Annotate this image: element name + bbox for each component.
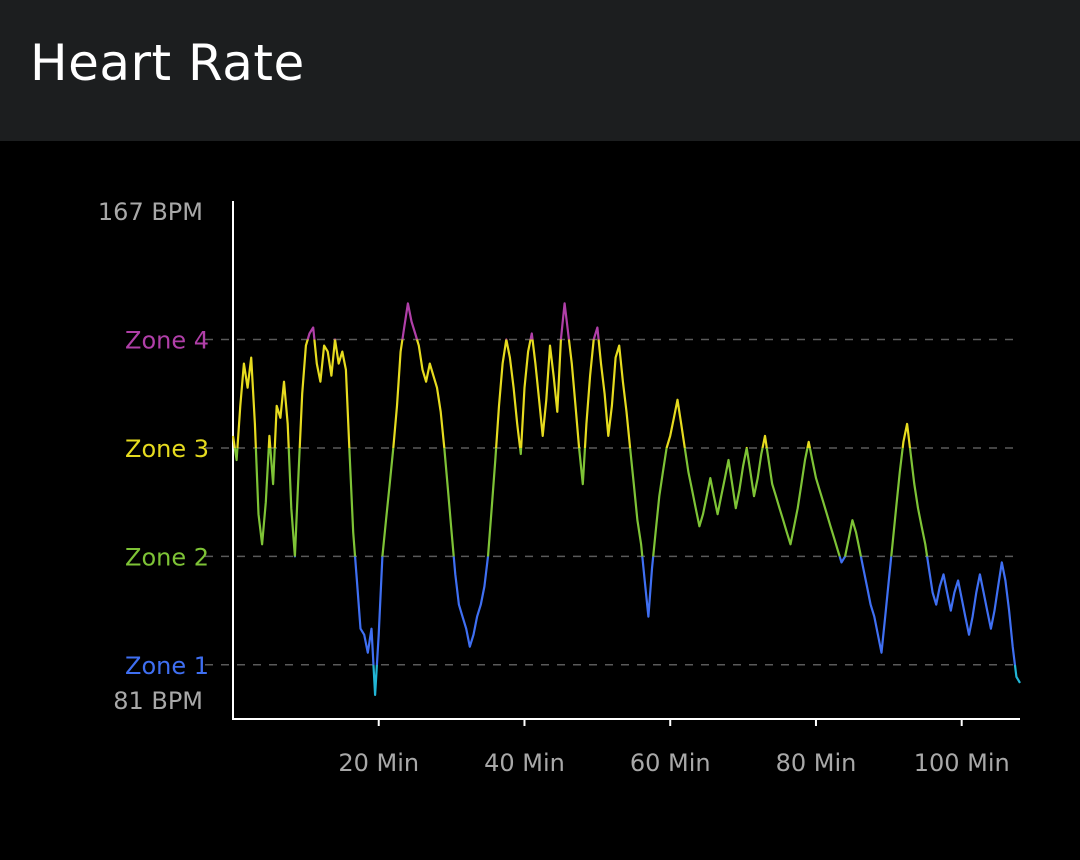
zone-label: Zone 3 — [125, 435, 209, 463]
y-min-label: 81 BPM — [113, 687, 203, 715]
zone-label: Zone 4 — [125, 327, 209, 355]
zone-label: Zone 1 — [125, 652, 209, 680]
axes — [232, 201, 1020, 726]
axis-labels: Zone 1 Zone 2 Zone 3 Zone 4 167 BPM 81 BPM 20 … — [98, 198, 1010, 777]
heart-rate-chart: Zone 1 Zone 2 Zone 3 Zone 4 167 BPM 81 BPM 20 … — [0, 141, 1080, 860]
y-max-label: 167 BPM — [98, 198, 203, 226]
x-tick-label: 80 Min — [776, 749, 857, 777]
x-tick-label: 100 Min — [914, 749, 1010, 777]
page-title: Heart Rate — [30, 34, 305, 92]
app-bar: Heart Rate — [0, 0, 1080, 141]
zone-label: Zone 2 — [125, 543, 209, 571]
series-layer — [231, 302, 1021, 697]
gridlines — [205, 338, 1020, 666]
x-tick-label: 60 Min — [630, 749, 711, 777]
x-tick-label: 20 Min — [338, 749, 419, 777]
x-tick-label: 40 Min — [484, 749, 565, 777]
heart-rate-chart-svg: Zone 1 Zone 2 Zone 3 Zone 4 167 BPM 81 BPM 20 … — [98, 198, 1021, 777]
heart-rate-line — [231, 302, 1021, 697]
